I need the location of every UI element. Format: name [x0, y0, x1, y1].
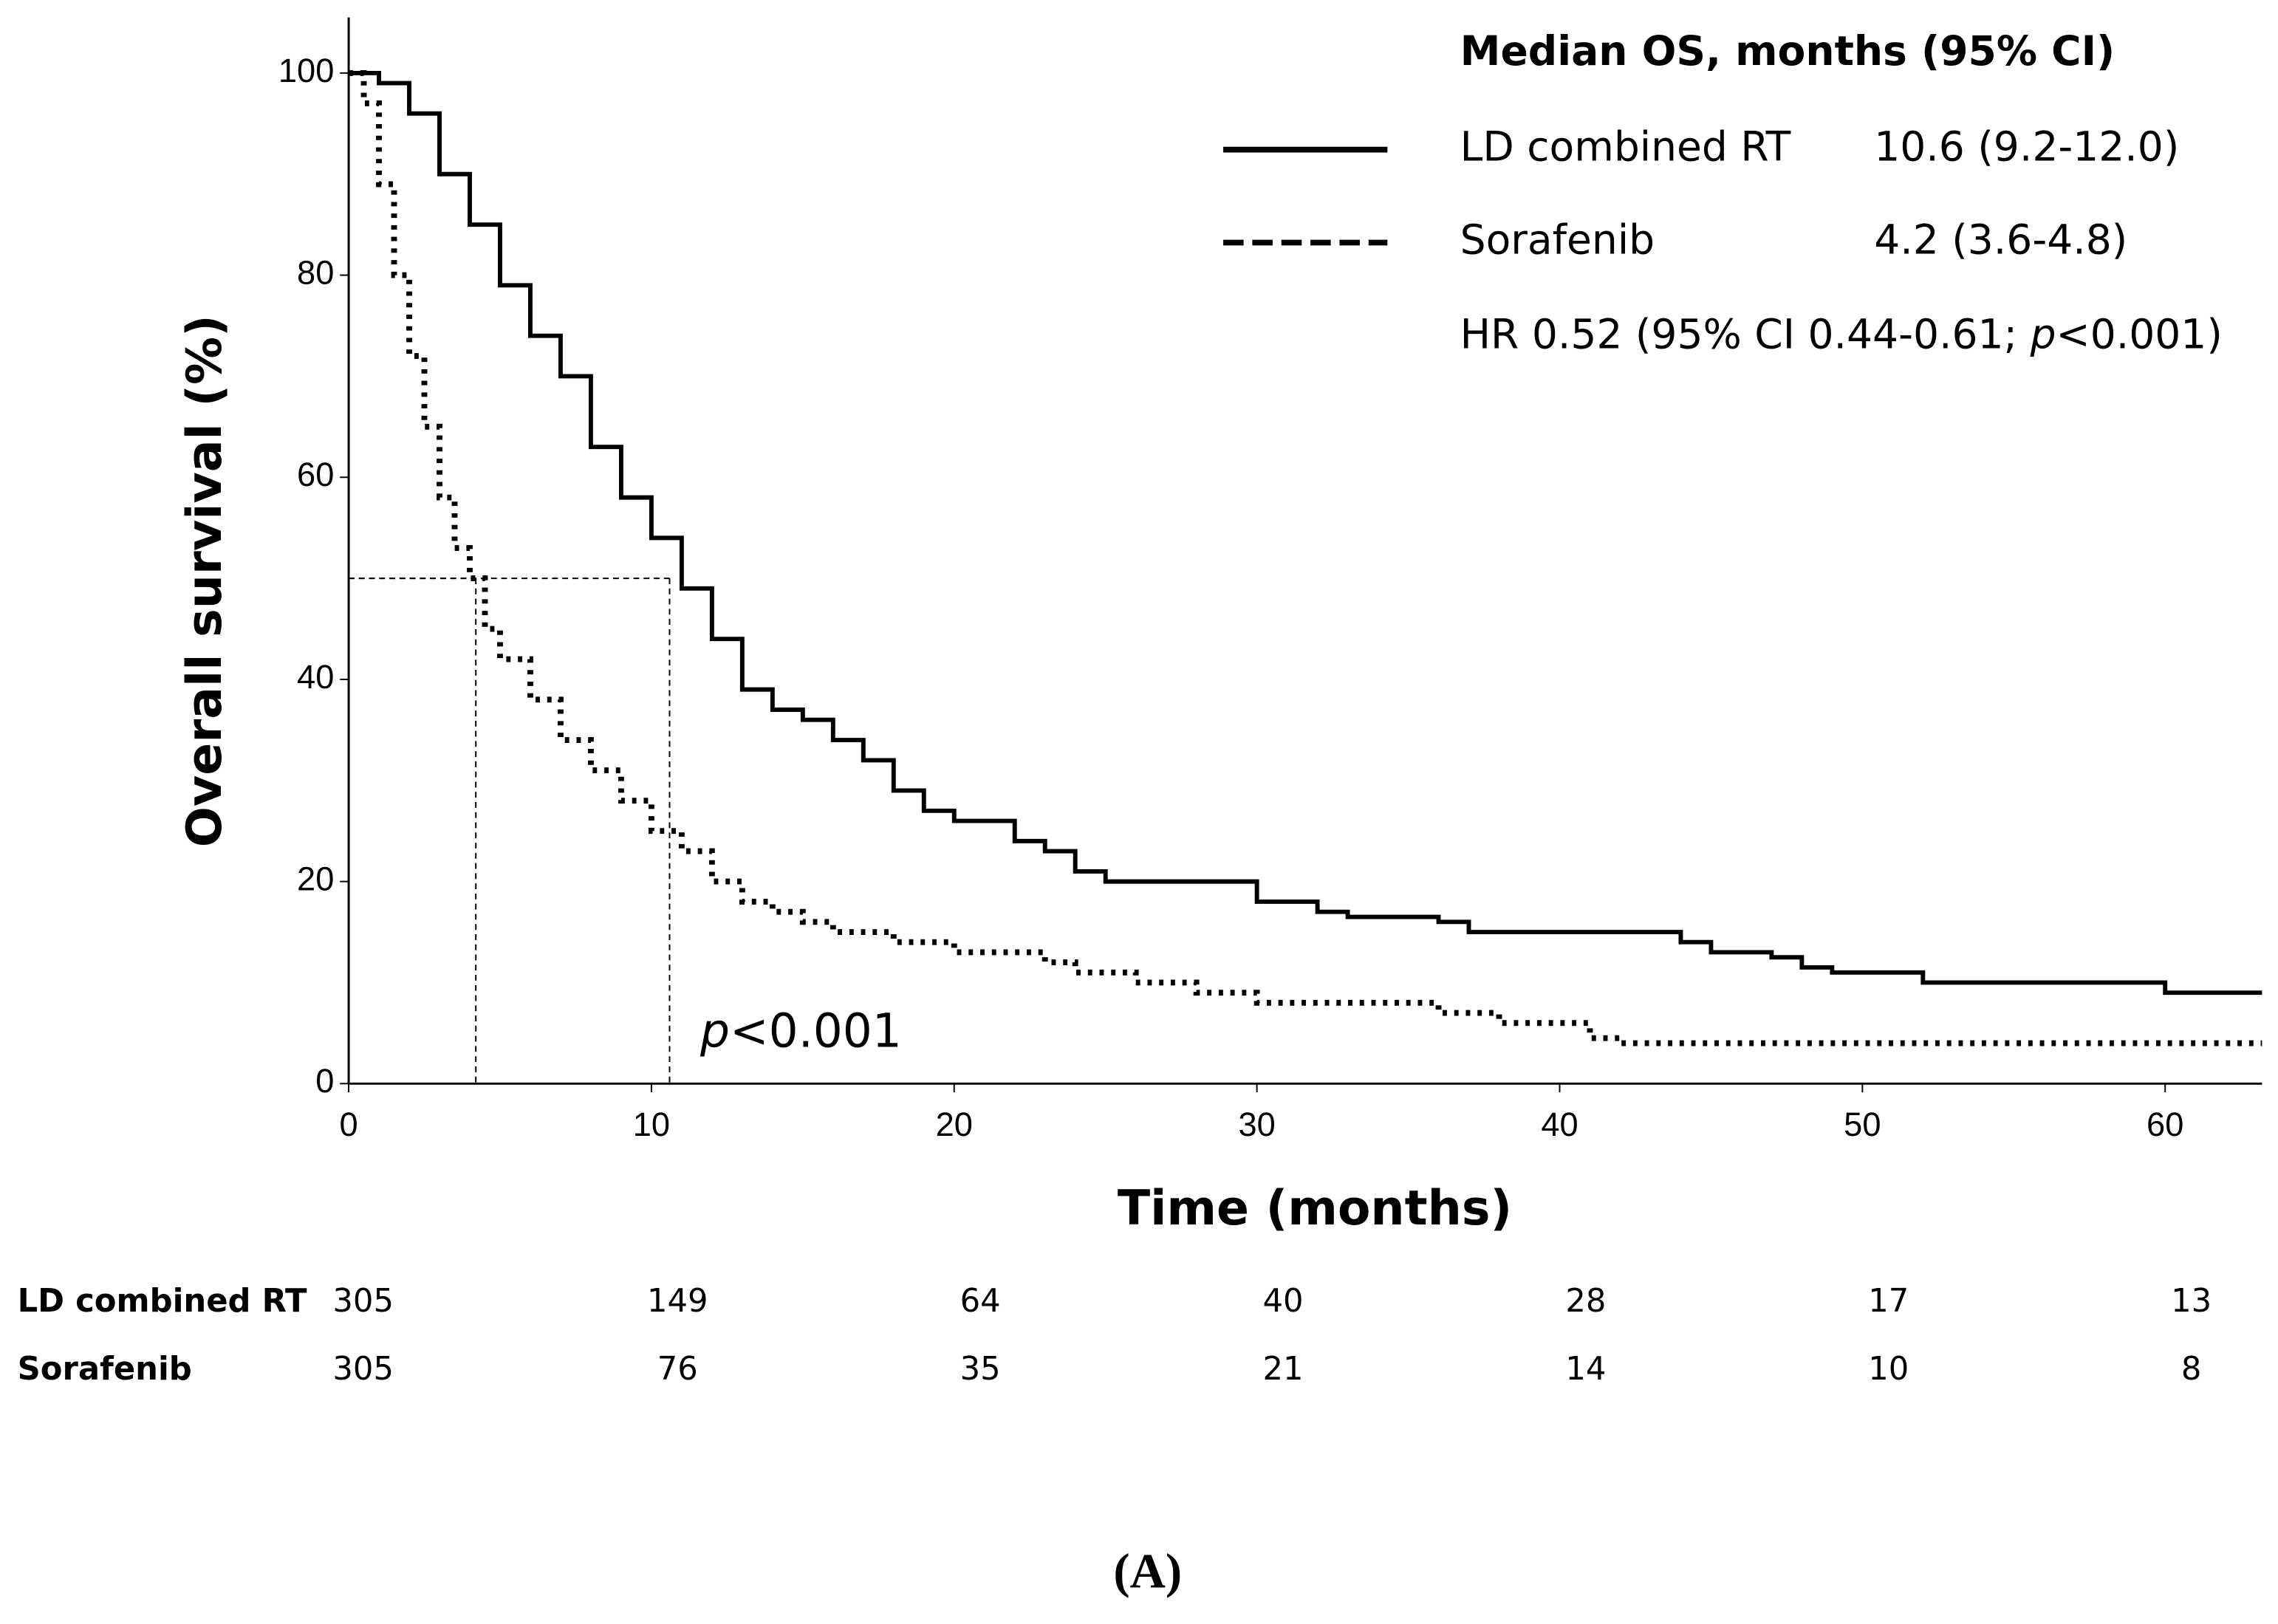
caption: (A) [1113, 1544, 1182, 1598]
y-tick-label: 60 [297, 456, 334, 493]
p-annotation: p<0.001 [700, 1004, 902, 1058]
y-tick-label: 0 [315, 1062, 334, 1100]
risk-row-label: LD combined RT [18, 1283, 307, 1320]
x-tick-label: 10 [633, 1106, 670, 1143]
x-tick-label: 30 [1238, 1106, 1275, 1143]
x-axis-title: Time (months) [1118, 1181, 1512, 1236]
x-tick-label: 50 [1844, 1106, 1881, 1143]
risk-row-label: Sorafenib [18, 1351, 192, 1388]
risk-count: 14 [1565, 1351, 1606, 1388]
risk-count: 64 [960, 1283, 1001, 1320]
p-part: <0.001 [730, 1004, 902, 1058]
hr-part: <0.001) [2056, 310, 2223, 357]
y-tick-label: 80 [297, 254, 334, 292]
risk-count: 28 [1565, 1283, 1606, 1320]
x-tick-label: 40 [1541, 1106, 1578, 1143]
x-tick-label: 60 [2147, 1106, 2183, 1143]
risk-count: 149 [647, 1283, 708, 1320]
risk-count: 10 [1868, 1351, 1909, 1388]
risk-count: 13 [2171, 1283, 2212, 1320]
risk-count: 76 [657, 1351, 698, 1388]
survival-curve [349, 70, 2262, 996]
y-axis-title: Overall survival (%) [177, 315, 233, 847]
survival-curve [349, 69, 2262, 1046]
risk-count: 17 [1868, 1283, 1909, 1320]
x-tick-label: 0 [339, 1106, 358, 1143]
risk-count: 40 [1262, 1283, 1303, 1320]
p-part: p [700, 1004, 730, 1058]
legend-median: 10.6 (9.2-12.0) [1874, 123, 2179, 171]
y-tick-label: 100 [278, 52, 334, 89]
legend-title: Median OS, months (95% CI) [1460, 27, 2115, 75]
risk-count: 305 [332, 1351, 394, 1388]
risk-count: 35 [960, 1351, 1001, 1388]
risk-count: 305 [332, 1283, 394, 1320]
risk-count: 8 [2181, 1351, 2202, 1388]
hr-text: HR 0.52 (95% CI 0.44-0.61; p<0.001) [1460, 310, 2223, 357]
risk-count: 21 [1262, 1351, 1303, 1388]
y-tick-label: 40 [297, 658, 334, 696]
x-tick-label: 20 [936, 1106, 973, 1143]
legend-label: Sorafenib [1460, 216, 1655, 264]
hr-part: HR 0.52 (95% CI 0.44-0.61; [1460, 310, 2031, 357]
legend-label: LD combined RT [1460, 123, 1791, 171]
legend-median: 4.2 (3.6-4.8) [1874, 216, 2127, 264]
y-tick-label: 20 [297, 860, 334, 898]
hr-part: p [2030, 310, 2056, 357]
